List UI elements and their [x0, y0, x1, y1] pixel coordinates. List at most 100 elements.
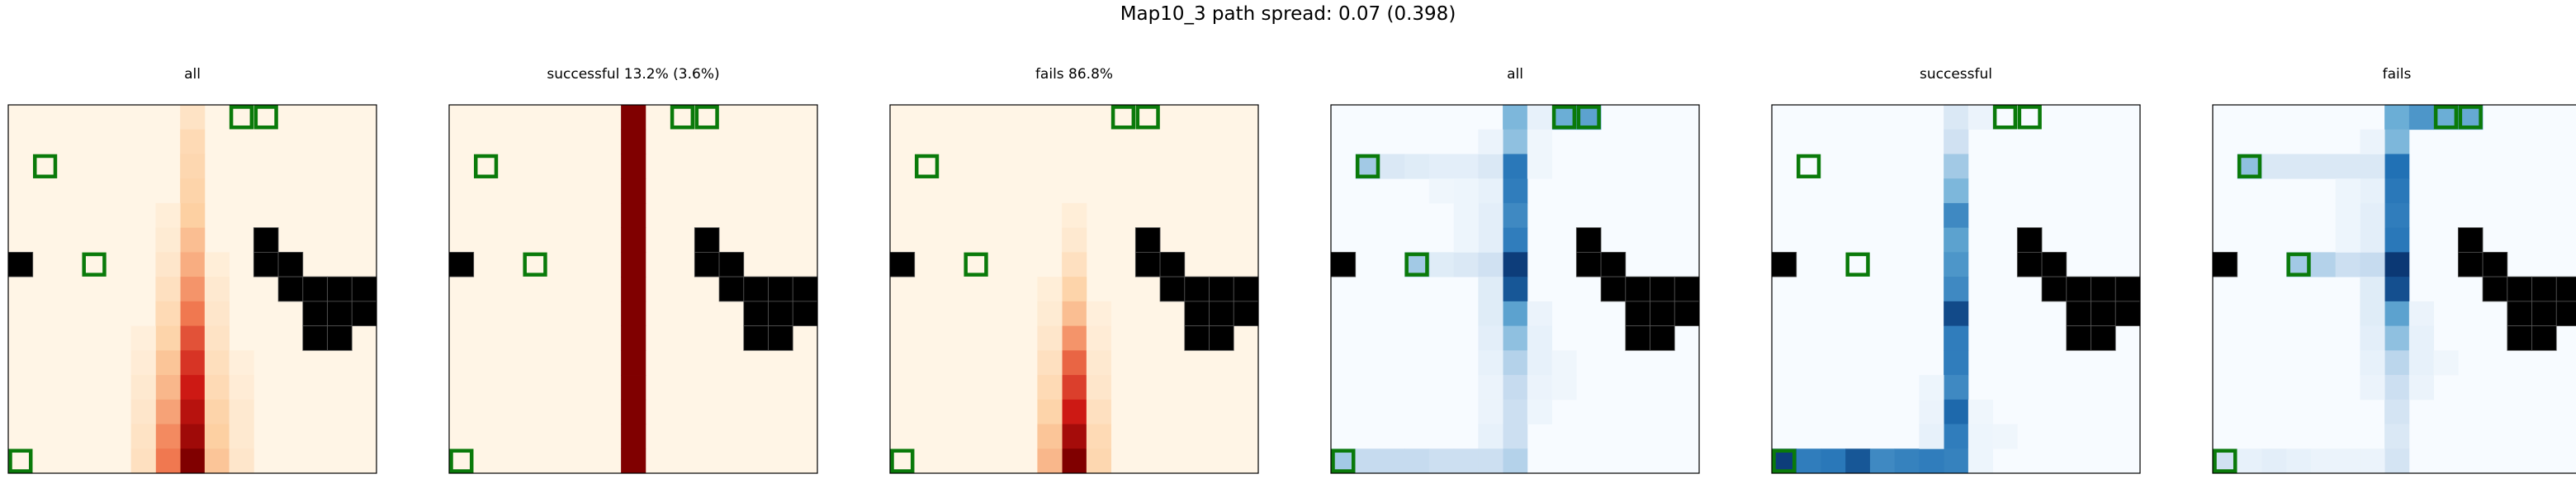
heatmap-cell [1453, 178, 1479, 204]
heatmap-cell [1503, 154, 1528, 179]
heatmap-cell [2360, 202, 2385, 229]
heatmap-cell [1503, 448, 1528, 474]
heatmap-cell [1478, 129, 1503, 154]
heatmap-cell [1944, 448, 1969, 474]
heatmap-cell [2384, 301, 2410, 326]
heatmap-cell [155, 350, 181, 376]
target-marker [449, 448, 474, 473]
heatmap-cell [2360, 252, 2385, 277]
obstacle-cell [1330, 251, 1357, 277]
obstacle-cell [1650, 301, 1675, 326]
heatmap-cell [1478, 252, 1503, 277]
heatmap-cell [1503, 424, 1528, 449]
heatmap-cell [155, 375, 181, 401]
heatmap-cell [155, 325, 181, 351]
heatmap-cell [1478, 154, 1503, 179]
heatmap-cell [1527, 154, 1552, 179]
obstacle-cell [2507, 276, 2532, 302]
heatmap-cell [2261, 448, 2287, 474]
heatmap-cell [180, 129, 206, 154]
obstacle-cell [2212, 251, 2238, 277]
heatmap-cell [1944, 105, 1969, 130]
target-marker [2213, 448, 2237, 473]
target-marker [1110, 105, 1136, 130]
heatmap-cell [1478, 424, 1503, 449]
heatmap-cell [1478, 375, 1503, 401]
target-marker [8, 448, 33, 473]
obstacle-cell [327, 276, 353, 302]
heatmap-cell [1944, 424, 1969, 449]
heatmap-cell [1478, 301, 1503, 326]
heatmap-cell [2384, 277, 2410, 302]
target-marker [890, 448, 915, 473]
target-marker [964, 252, 988, 277]
heatmap-cell [621, 178, 646, 204]
target-marker [523, 252, 547, 277]
heatmap-cell [204, 399, 230, 424]
heatmap-cell [1062, 399, 1087, 424]
heatmap-cell [1527, 350, 1552, 376]
obstacle-cell [2066, 325, 2091, 351]
heatmap-cell [1503, 227, 1528, 253]
target-marker [1404, 252, 1429, 277]
heatmap-cell [1062, 202, 1087, 229]
obstacle-cell [1575, 227, 1602, 253]
obstacle-cell [1184, 301, 1210, 326]
heatmap-cell [1944, 202, 1969, 229]
obstacle-cell [2482, 251, 2508, 277]
heatmap-cell [2310, 252, 2337, 277]
heatmap-panel-5 [1771, 104, 2141, 474]
heatmap-cell [2384, 399, 2410, 424]
heatmap-cell [2384, 227, 2410, 253]
obstacle-cell [1233, 276, 1259, 302]
heatmap-cell [229, 424, 254, 449]
obstacle-cell [792, 301, 818, 326]
heatmap-cell [1453, 202, 1479, 229]
heatmap-cell [621, 105, 646, 130]
heatmap-cell [1086, 424, 1111, 449]
heatmap-cell [1894, 448, 1920, 474]
heatmap-cell [1453, 227, 1479, 253]
heatmap-cell [2360, 178, 2385, 204]
obstacle-cell [1134, 227, 1161, 253]
obstacle-cell [1575, 251, 1602, 277]
target-marker [1992, 105, 2018, 130]
heatmap-cell [621, 399, 646, 424]
obstacle-cell [718, 276, 745, 302]
obstacle-cell [2507, 301, 2532, 326]
heatmap-cell [204, 424, 230, 449]
obstacle-cell [889, 251, 916, 277]
heatmap-cell [180, 375, 206, 401]
target-marker [2433, 105, 2459, 130]
heatmap-cell [155, 252, 181, 277]
obstacle-cell [694, 227, 720, 253]
heatmap-cell [1503, 301, 1528, 326]
heatmap-cell [1503, 129, 1528, 154]
obstacle-cell [1625, 325, 1650, 351]
heatmap-cell [1478, 277, 1503, 302]
heatmap-cell [1086, 399, 1111, 424]
heatmap-cell [2384, 105, 2410, 130]
obstacle-cell [1159, 276, 1186, 302]
panel-title-4: all [1507, 66, 1523, 83]
obstacle-cell [327, 325, 353, 351]
heatmap-cell [2335, 227, 2361, 253]
heatmap-cell [1037, 277, 1063, 302]
heatmap-cell [1845, 448, 1871, 474]
heatmap-cell [1919, 399, 1944, 424]
obstacle-cell [2531, 276, 2557, 302]
heatmap-cell [2335, 202, 2361, 229]
heatmap-cell [1478, 325, 1503, 351]
heatmap-cell [621, 252, 646, 277]
heatmap-cell [1944, 399, 1969, 424]
heatmap-cell [1527, 129, 1552, 154]
heatmap-cell [180, 399, 206, 424]
obstacle-cell [2531, 301, 2557, 326]
obstacle-cell [2091, 325, 2116, 351]
obstacle-cell [1600, 251, 1627, 277]
obstacle-cell [1209, 276, 1234, 302]
heatmap-cell [1037, 375, 1063, 401]
heatmap-cell [1062, 350, 1087, 376]
heatmap-cell [1944, 154, 1969, 179]
heatmap-cell [621, 129, 646, 154]
